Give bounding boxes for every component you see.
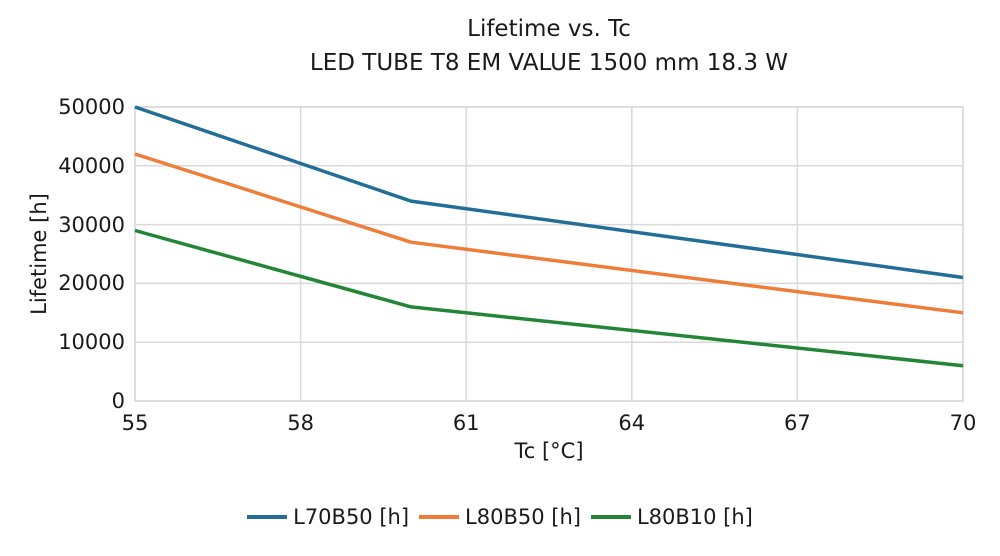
y-tick-label: 10000 [58, 330, 125, 355]
chart-subtitle: LED TUBE T8 EM VALUE 1500 mm 18.3 W [309, 50, 789, 76]
series-line-l80b50 [134, 152, 964, 315]
legend-label: L70B50 [h] [293, 505, 410, 529]
legend: L70B50 [h] L80B50 [h] L80B10 [h] [0, 504, 1000, 530]
plot-svg [134, 105, 964, 402]
x-axis-label: Tc [°C] [514, 439, 584, 463]
x-tick-label: 58 [287, 411, 314, 435]
legend-label: L80B50 [h] [465, 505, 581, 529]
legend-label: L80B10 [h] [636, 505, 753, 529]
y-tick-label: 30000 [58, 212, 125, 237]
y-axis-label: Lifetime [h] [27, 193, 51, 315]
chart-title-block: Lifetime vs. Tc LED TUBE T8 EM VALUE 150… [98, 12, 1000, 80]
chart-title: Lifetime vs. Tc [467, 16, 631, 42]
legend-line-swatch [419, 515, 460, 519]
plot-border [134, 106, 964, 402]
y-tick-label: 0 [111, 389, 125, 413]
legend-item: L70B50 [h] [247, 504, 409, 530]
plot-area [134, 105, 964, 402]
x-tick-label: 61 [452, 411, 480, 435]
legend-line-swatch [247, 515, 288, 519]
x-tick-label: 67 [784, 411, 811, 435]
x-tick-label: 64 [618, 411, 646, 435]
y-tick-label: 20000 [58, 271, 125, 296]
series-line-l80b10 [134, 228, 964, 368]
y-tick-label: 40000 [58, 153, 125, 178]
series-line-l70b50 [134, 105, 964, 280]
legend-line-swatch [590, 515, 631, 519]
legend-item: L80B50 [h] [419, 504, 581, 530]
x-tick-label: 70 [949, 411, 977, 435]
y-tick-label: 50000 [58, 95, 125, 119]
x-tick-label: 55 [121, 411, 149, 435]
legend-item: L80B10 [h] [590, 504, 753, 530]
